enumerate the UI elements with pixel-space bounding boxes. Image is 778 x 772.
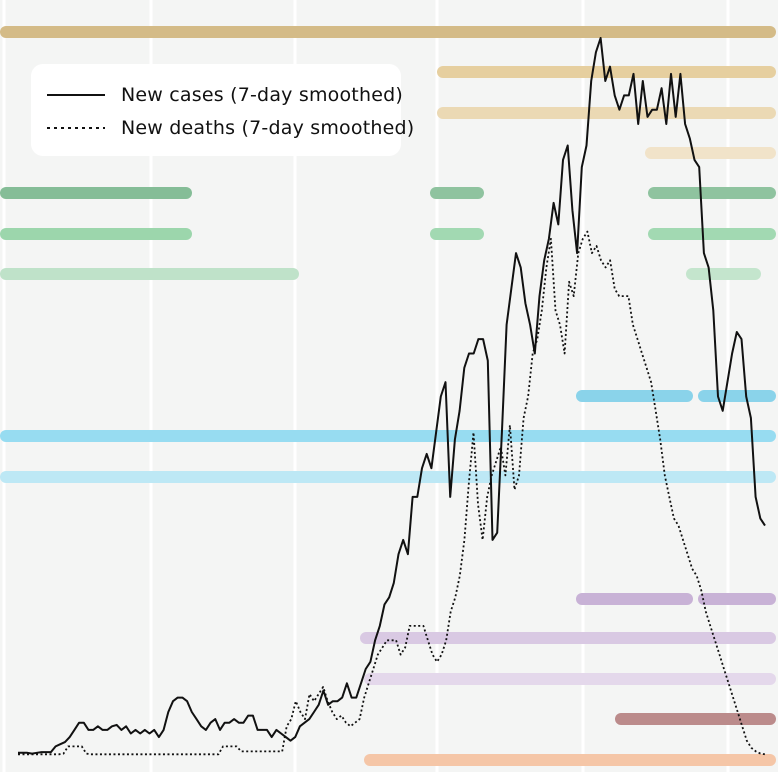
legend: New cases (7-day smoothed) New deaths (7… bbox=[31, 64, 414, 156]
series-lines bbox=[18, 37, 766, 756]
legend-label-cases: New cases (7-day smoothed) bbox=[121, 84, 403, 106]
legend-label-deaths: New deaths (7-day smoothed) bbox=[121, 117, 415, 139]
series-line-cases bbox=[18, 37, 766, 755]
legend-swatch-dotted bbox=[47, 127, 105, 129]
legend-item-deaths: New deaths (7-day smoothed) bbox=[47, 113, 414, 143]
legend-swatch-solid bbox=[47, 94, 105, 96]
highlight-bars bbox=[0, 26, 776, 766]
legend-item-cases: New cases (7-day smoothed) bbox=[47, 80, 403, 110]
